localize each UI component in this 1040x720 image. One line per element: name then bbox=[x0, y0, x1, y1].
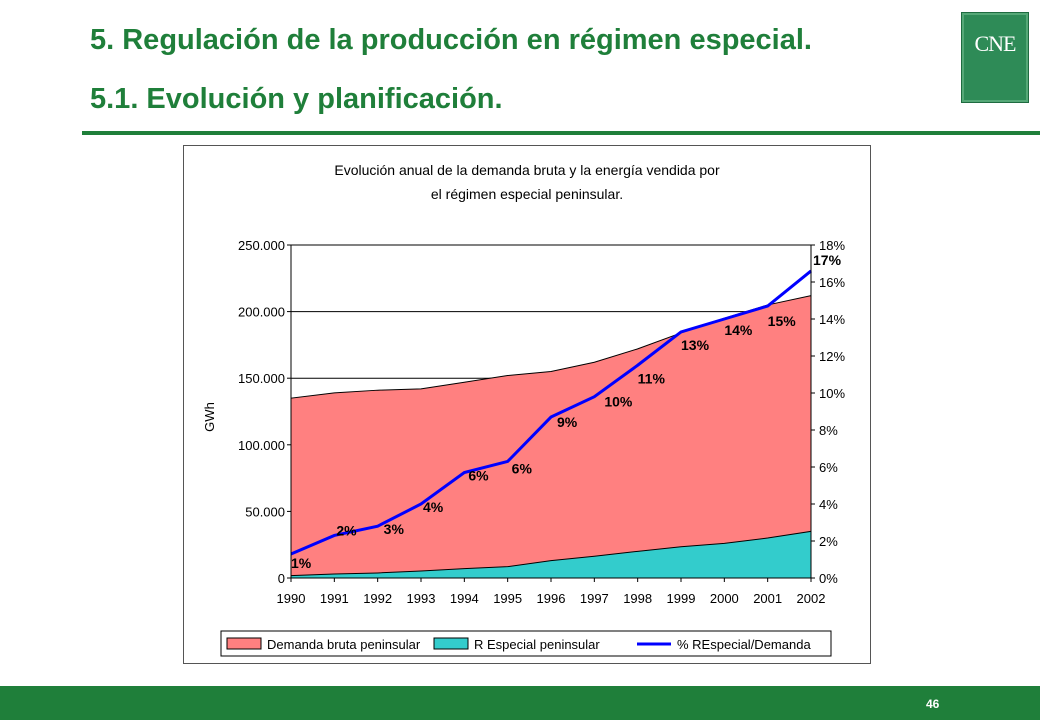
data-label: 1% bbox=[291, 555, 312, 571]
x-tick-label: 1994 bbox=[450, 591, 479, 606]
legend-item-percentage-label: % REspecial/Demanda bbox=[677, 637, 811, 652]
y-tick-label-right: 8% bbox=[819, 423, 838, 438]
data-label: 4% bbox=[423, 499, 444, 515]
x-tick-label: 1990 bbox=[277, 591, 306, 606]
y-tick-label-left: 100.000 bbox=[238, 438, 285, 453]
footer-bar: 46 bbox=[0, 686, 1040, 720]
y-axis-label: GWh bbox=[202, 402, 217, 432]
x-tick-label: 1998 bbox=[623, 591, 652, 606]
legend: Demanda bruta peninsular R Especial penin… bbox=[220, 630, 832, 657]
slide-subtitle: 5.1. Evolución y planificación. bbox=[90, 83, 503, 115]
data-label: 10% bbox=[604, 394, 633, 410]
data-label: 13% bbox=[681, 337, 710, 353]
chart-title-line2: el régimen especial peninsular. bbox=[431, 186, 623, 202]
title-divider bbox=[82, 131, 1040, 135]
x-tick-label: 1996 bbox=[537, 591, 566, 606]
data-label: 14% bbox=[724, 322, 753, 338]
cne-logo: CNE bbox=[961, 12, 1029, 103]
y-tick-label-right: 10% bbox=[819, 386, 845, 401]
y-tick-label-right: 18% bbox=[819, 238, 845, 253]
page-number: 46 bbox=[926, 697, 940, 711]
x-tick-label: 2001 bbox=[753, 591, 782, 606]
legend-item-demanda-label: Demanda bruta peninsular bbox=[267, 637, 421, 652]
legend-item-demanda-swatch bbox=[226, 637, 262, 650]
logo-text: CNE bbox=[974, 31, 1017, 56]
y-tick-label-right: 0% bbox=[819, 571, 838, 586]
x-tick-label: 1992 bbox=[363, 591, 392, 606]
x-tick-label: 1997 bbox=[580, 591, 609, 606]
y-tick-label-right: 2% bbox=[819, 534, 838, 549]
series-area-demanda bbox=[290, 294, 812, 579]
data-label: 6% bbox=[468, 468, 489, 484]
y-tick-label-right: 12% bbox=[819, 349, 845, 364]
data-label: 6% bbox=[512, 460, 533, 476]
data-label: 17% bbox=[813, 252, 842, 268]
x-tick-label: 2002 bbox=[797, 591, 826, 606]
x-tick-label: 1995 bbox=[493, 591, 522, 606]
series-area-especial bbox=[290, 530, 812, 579]
slide-title: 5. Regulación de la producción en régime… bbox=[90, 24, 812, 56]
legend-item-especial-label: R Especial peninsular bbox=[474, 637, 600, 652]
x-tick-label: 1993 bbox=[407, 591, 436, 606]
series-line-percentage bbox=[290, 269, 812, 556]
y-tick-label-right: 14% bbox=[819, 312, 845, 327]
x-tick-label: 1991 bbox=[320, 591, 349, 606]
y-tick-label-left: 200.000 bbox=[238, 305, 285, 320]
y-tick-label-left: 150.000 bbox=[238, 371, 285, 386]
x-tick-label: 2000 bbox=[710, 591, 739, 606]
data-label: 3% bbox=[384, 521, 405, 537]
area-chart: Evolución anual de la demanda bruta y la… bbox=[202, 162, 845, 657]
plot-area: 1% 2% 3% 4% 6% 6% 9% 10% 11% 13% 14% 15% 17% 0 50.000 1… bbox=[238, 238, 845, 606]
legend-item-especial-swatch bbox=[433, 637, 469, 650]
data-label: 9% bbox=[557, 414, 578, 430]
data-label: 2% bbox=[336, 522, 357, 538]
y-tick-label-right: 16% bbox=[819, 275, 845, 290]
legend-box bbox=[220, 630, 832, 657]
chart-frame: Evolución anual de la demanda bruta y la… bbox=[183, 145, 871, 664]
y-tick-label-right: 4% bbox=[819, 497, 838, 512]
y-tick-label-left: 0 bbox=[278, 571, 285, 586]
data-label: 11% bbox=[638, 370, 666, 386]
chart-title-line1: Evolución anual de la demanda bruta y la… bbox=[334, 162, 720, 178]
y-tick-label-left: 250.000 bbox=[238, 238, 285, 253]
x-tick-label: 1999 bbox=[667, 591, 696, 606]
y-tick-label-right: 6% bbox=[819, 460, 838, 475]
y-tick-label-left: 50.000 bbox=[245, 504, 285, 519]
data-label: 15% bbox=[768, 313, 797, 329]
